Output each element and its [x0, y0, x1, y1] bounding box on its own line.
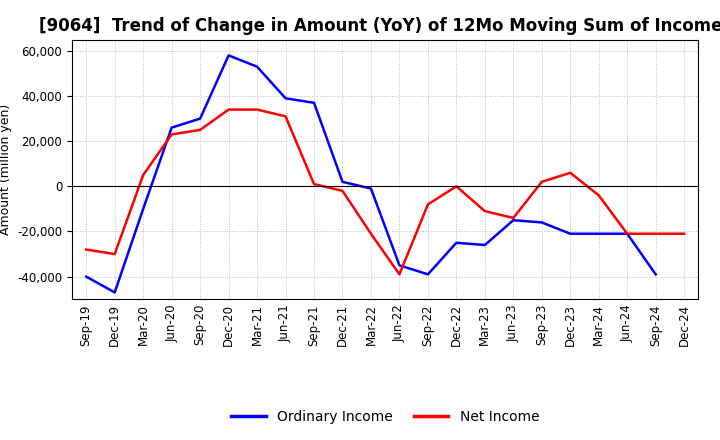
Ordinary Income	[623, 231, 631, 236]
Net Income	[338, 188, 347, 194]
Net Income	[225, 107, 233, 112]
Net Income	[366, 231, 375, 236]
Net Income	[566, 170, 575, 176]
Y-axis label: Amount (million yen): Amount (million yen)	[0, 104, 12, 235]
Net Income	[395, 272, 404, 277]
Net Income	[623, 231, 631, 236]
Ordinary Income	[253, 64, 261, 70]
Ordinary Income	[509, 217, 518, 223]
Ordinary Income	[452, 240, 461, 246]
Ordinary Income	[652, 272, 660, 277]
Net Income	[310, 181, 318, 187]
Net Income	[509, 215, 518, 220]
Net Income	[537, 179, 546, 184]
Net Income	[196, 127, 204, 132]
Ordinary Income	[196, 116, 204, 121]
Net Income	[139, 172, 148, 178]
Ordinary Income	[423, 272, 432, 277]
Ordinary Income	[338, 179, 347, 184]
Line: Ordinary Income: Ordinary Income	[86, 55, 656, 293]
Ordinary Income	[225, 53, 233, 58]
Ordinary Income	[139, 206, 148, 212]
Ordinary Income	[395, 263, 404, 268]
Ordinary Income	[82, 274, 91, 279]
Title: [9064]  Trend of Change in Amount (YoY) of 12Mo Moving Sum of Incomes: [9064] Trend of Change in Amount (YoY) o…	[38, 17, 720, 35]
Net Income	[595, 193, 603, 198]
Net Income	[652, 231, 660, 236]
Net Income	[167, 132, 176, 137]
Net Income	[110, 251, 119, 257]
Net Income	[480, 209, 489, 214]
Ordinary Income	[366, 186, 375, 191]
Net Income	[282, 114, 290, 119]
Ordinary Income	[537, 220, 546, 225]
Ordinary Income	[566, 231, 575, 236]
Ordinary Income	[282, 95, 290, 101]
Ordinary Income	[310, 100, 318, 106]
Net Income	[423, 202, 432, 207]
Ordinary Income	[167, 125, 176, 130]
Ordinary Income	[595, 231, 603, 236]
Ordinary Income	[110, 290, 119, 295]
Net Income	[680, 231, 688, 236]
Ordinary Income	[480, 242, 489, 248]
Net Income	[452, 183, 461, 189]
Legend: Ordinary Income, Net Income: Ordinary Income, Net Income	[225, 405, 545, 430]
Net Income	[82, 247, 91, 252]
Net Income	[253, 107, 261, 112]
Line: Net Income: Net Income	[86, 110, 684, 275]
